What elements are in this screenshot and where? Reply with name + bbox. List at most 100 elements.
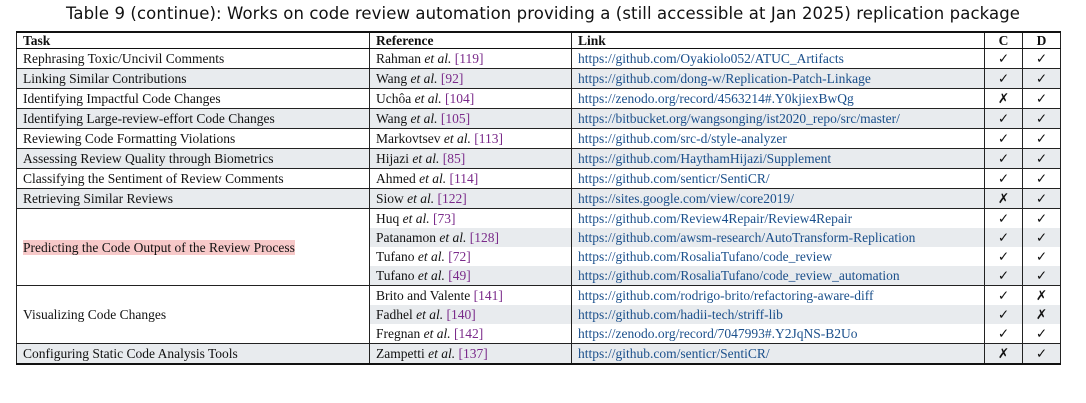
reference-author: Zampetti xyxy=(376,346,425,361)
link-cell[interactable]: https://bitbucket.org/wangsonging/ist202… xyxy=(571,108,985,129)
reference-citation[interactable]: [49] xyxy=(448,268,471,283)
reference-citation[interactable]: [92] xyxy=(440,71,464,86)
reference-etal: et al. xyxy=(411,91,442,106)
mark-d: ✓ xyxy=(1022,343,1061,364)
link-cell[interactable]: https://github.com/dong-w/Replication-Pa… xyxy=(571,68,985,89)
reference-etal: et al. xyxy=(420,326,451,341)
reference-cell: Hijazi et al. [85] xyxy=(369,148,572,169)
mark-d: ✓ xyxy=(1022,148,1061,169)
reference-citation[interactable]: [137] xyxy=(458,346,488,361)
mark-d: ✗ xyxy=(1022,285,1061,305)
task-label: Reviewing Code Formatting Violations xyxy=(23,131,236,146)
reference-cell: Brito and Valente [141] xyxy=(369,285,572,305)
link-cell[interactable]: https://github.com/rodrigo-brito/refacto… xyxy=(571,285,985,305)
task-label: Classifying the Sentiment of Review Comm… xyxy=(23,171,284,186)
link-cell[interactable]: https://github.com/RosaliaTufano/code_re… xyxy=(571,247,985,266)
link-cell[interactable]: https://github.com/hadii-tech/striff-lib xyxy=(571,305,985,324)
link-cell[interactable]: https://github.com/src-d/style-analyzer xyxy=(571,128,985,149)
table-row: Configuring Static Code Analysis Tools Za… xyxy=(16,343,1061,364)
reference-author: Markovtsev xyxy=(376,131,441,146)
task-label: Identifying Large-review-effort Code Cha… xyxy=(23,111,275,126)
mark-d: ✓ xyxy=(1022,68,1061,89)
mark-c: ✓ xyxy=(984,247,1023,266)
mark-d: ✓ xyxy=(1022,247,1061,266)
mark-c: ✓ xyxy=(984,148,1023,169)
replication-table: Task Reference Link C D Rephrasing Toxic… xyxy=(16,31,1061,365)
header-c: C xyxy=(984,31,1023,49)
reference-author: Ahmed xyxy=(376,171,416,186)
reference-author: Rahman xyxy=(376,51,421,66)
table-row: Tufano et al. [49] https://github.com/Ros… xyxy=(17,266,1061,286)
reference-author: Tufano xyxy=(376,268,415,283)
reference-citation[interactable]: [72] xyxy=(448,249,471,264)
task-label: Identifying Impactful Code Changes xyxy=(23,91,221,106)
reference-citation[interactable]: [114] xyxy=(449,171,479,186)
reference-citation[interactable]: [113] xyxy=(474,131,503,146)
reference-cell: Zampetti et al. [137] xyxy=(369,343,572,364)
table-row: Fregnan et al. [142] https://zenodo.org/r… xyxy=(17,324,1061,344)
link-cell[interactable]: https://github.com/HaythamHijazi/Supplem… xyxy=(571,148,985,169)
mark-c: ✓ xyxy=(984,128,1023,149)
link-cell[interactable]: https://sites.google.com/view/core2019/ xyxy=(571,188,985,209)
link-cell[interactable]: https://github.com/Review4Repair/Review4… xyxy=(571,208,985,228)
mark-c: ✓ xyxy=(984,228,1023,247)
mark-d: ✓ xyxy=(1022,188,1061,209)
reference-etal: et al. xyxy=(414,268,445,283)
header-d: D xyxy=(1022,31,1061,49)
task-group: Identifying Impactful Code Changes Uchôa … xyxy=(16,88,1061,109)
table-row: Tufano et al. [72] https://github.com/Ros… xyxy=(17,247,1061,266)
reference-citation[interactable]: [140] xyxy=(446,307,476,322)
reference-citation[interactable]: [105] xyxy=(440,111,471,126)
task-cell: Configuring Static Code Analysis Tools xyxy=(16,343,370,364)
mark-c: ✓ xyxy=(984,324,1023,344)
link-cell[interactable]: https://github.com/RosaliaTufano/code_re… xyxy=(571,266,985,286)
reference-author: Brito and Valente xyxy=(376,288,471,303)
reference-author: Fregnan xyxy=(376,326,421,341)
task-group: Linking Similar Contributions Wang et al.… xyxy=(16,68,1061,89)
reference-citation[interactable]: [85] xyxy=(442,151,466,166)
task-cell: Retrieving Similar Reviews xyxy=(16,188,370,209)
mark-c: ✓ xyxy=(984,68,1023,89)
table-row: Assessing Review Quality through Biometr… xyxy=(16,148,1061,169)
table-row: Linking Similar Contributions Wang et al.… xyxy=(16,68,1061,89)
mark-c: ✓ xyxy=(984,48,1023,69)
mark-c: ✗ xyxy=(984,188,1023,209)
link-cell[interactable]: https://github.com/awsm-research/AutoTra… xyxy=(571,228,985,247)
task-cell: Classifying the Sentiment of Review Comm… xyxy=(16,168,370,189)
reference-cell: Ahmed et al. [114] xyxy=(369,168,572,189)
link-cell[interactable]: https://zenodo.org/record/7047993#.Y2JqN… xyxy=(571,324,985,344)
reference-cell: Siow et al. [122] xyxy=(369,188,572,209)
reference-citation[interactable]: [142] xyxy=(454,326,484,341)
table-row: Patanamon et al. [128] https://github.com… xyxy=(17,228,1061,247)
link-cell[interactable]: https://github.com/senticr/SentiCR/ xyxy=(571,168,985,189)
header-row: Task Reference Link C D xyxy=(16,31,1061,49)
reference-cell: Fadhel et al. [140] xyxy=(369,305,572,324)
task-group: Visualizing Code Changes Brito and Valent… xyxy=(16,285,1061,344)
reference-etal: et al. xyxy=(424,346,456,361)
reference-citation[interactable]: [122] xyxy=(437,191,467,206)
table-row: Retrieving Similar Reviews Siow et al. [1… xyxy=(16,188,1061,209)
task-group: Retrieving Similar Reviews Siow et al. [1… xyxy=(16,188,1061,209)
reference-citation[interactable]: [141] xyxy=(473,288,503,303)
task-label: Predicting the Code Output of the Review… xyxy=(23,239,295,255)
table-row: Identifying Impactful Code Changes Uchôa … xyxy=(16,88,1061,109)
reference-citation[interactable]: [119] xyxy=(454,51,484,66)
task-cell: Rephrasing Toxic/Uncivil Comments xyxy=(16,48,370,69)
reference-citation[interactable]: [73] xyxy=(433,211,456,226)
reference-author: Patanamon xyxy=(376,230,436,245)
mark-d: ✓ xyxy=(1022,48,1061,69)
table-caption: Table 9 (continue): Works on code review… xyxy=(65,4,1021,23)
link-cell[interactable]: https://zenodo.org/record/4563214#.Y0kji… xyxy=(571,88,985,109)
reference-citation[interactable]: [128] xyxy=(469,230,499,245)
link-cell[interactable]: https://github.com/senticr/SentiCR/ xyxy=(571,343,985,364)
reference-etal: et al. xyxy=(421,51,452,66)
mark-d: ✓ xyxy=(1022,266,1061,286)
task-label: Rephrasing Toxic/Uncivil Comments xyxy=(23,51,225,66)
reference-etal: et al. xyxy=(440,131,471,146)
reference-author: Hijazi xyxy=(376,151,409,166)
table-row: Fadhel et al. [140] https://github.com/ha… xyxy=(17,305,1061,324)
link-cell[interactable]: https://github.com/Oyakiolo052/ATUC_Arti… xyxy=(571,48,985,69)
reference-citation[interactable]: [104] xyxy=(444,91,475,106)
task-cell: Identifying Impactful Code Changes xyxy=(16,88,370,109)
reference-etal: et al. xyxy=(412,307,444,322)
